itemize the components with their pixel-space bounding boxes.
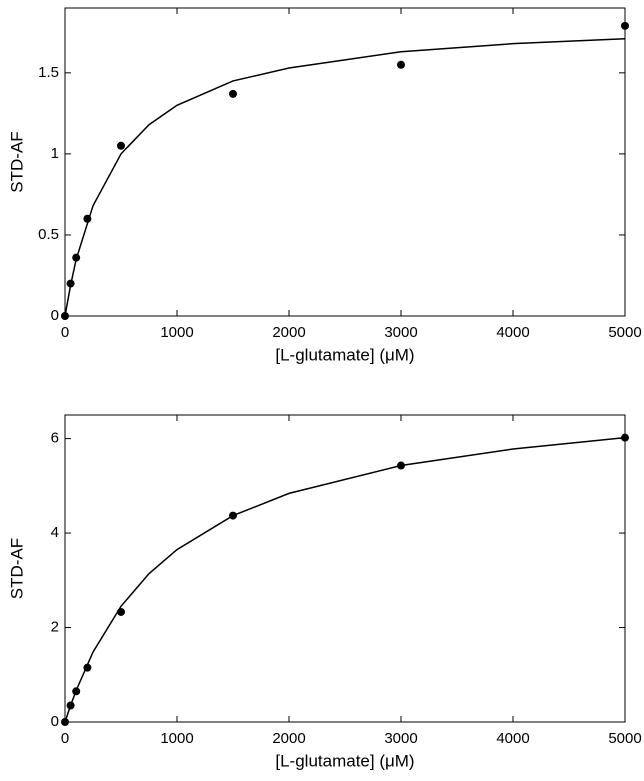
x-tick-label: 4000	[496, 324, 529, 341]
y-axis-label: STD-AF	[7, 131, 26, 192]
data-point	[397, 60, 405, 69]
x-tick-label: 4000	[496, 730, 529, 747]
y-tick-label: 0	[51, 307, 59, 324]
fit-line	[64, 38, 626, 317]
x-tick-label: 3000	[384, 730, 417, 747]
x-tick-label: 2000	[272, 730, 305, 747]
x-tick-label: 3000	[384, 324, 417, 341]
plot-frame	[64, 414, 626, 723]
data-point	[117, 141, 125, 150]
data-point	[229, 89, 237, 98]
plot-frame	[64, 7, 626, 317]
x-tick-label: 1000	[160, 730, 193, 747]
fit-line	[64, 436, 626, 723]
x-tick-label: 2000	[272, 324, 305, 341]
x-axis-label: [L-glutamate] (μM)	[275, 751, 414, 770]
y-tick-label: 1	[51, 145, 59, 162]
chart: 0 1000 2000 3000 4000 5000 0 2 4 6 [L-glutamate] (…	[7, 414, 642, 770]
data-point	[621, 21, 629, 30]
y-tick-label: 4	[51, 524, 59, 541]
chart: 0 1000 2000 3000 4000 5000 0 0.5 1 1.5 [L-glutamat…	[7, 7, 642, 364]
x-tick-label: 0	[61, 730, 69, 747]
y-tick-label: 0.5	[38, 226, 59, 243]
y-tick-label: 1.5	[38, 64, 59, 81]
x-tick-label: 5000	[608, 730, 641, 747]
y-tick-label: 0	[51, 713, 59, 730]
x-axis-label: [L-glutamate] (μM)	[275, 345, 414, 364]
y-tick-label: 2	[51, 619, 59, 636]
x-tick-label: 0	[61, 324, 69, 341]
x-tick-label: 5000	[608, 324, 641, 341]
x-tick-label: 1000	[160, 324, 193, 341]
y-tick-label: 6	[51, 430, 59, 447]
y-axis-label: STD-AF	[7, 538, 26, 599]
